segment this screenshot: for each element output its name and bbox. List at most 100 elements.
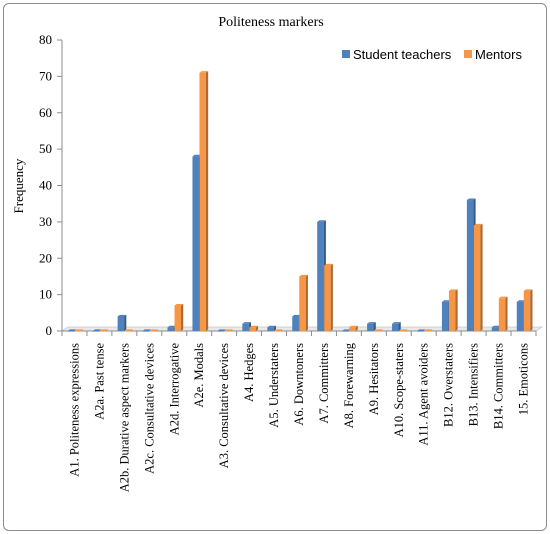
student-teachers-bar-a5-understaters-side — [273, 325, 277, 331]
legend-label-mentors: Mentors — [475, 47, 522, 62]
student-teachers-bar-a2c-consultative-devices-top — [142, 329, 152, 331]
mentors-bar-15-emoticons-top — [523, 289, 533, 291]
x-tick-label-a8-forewarning: A8. Forewarning — [342, 342, 356, 428]
student-teachers-bar-a11-agent-avoiders — [416, 331, 424, 332]
mentors-bar-b12-overstaters-top — [448, 289, 458, 291]
student-teachers-bar-a10-scope-staters-top — [392, 322, 401, 324]
y-tick-label: 80 — [39, 32, 52, 47]
x-tick-label-a4-hedges: A4. Hedges — [242, 343, 256, 402]
x-tick-label-15-emoticons: 15. Emoticons — [517, 343, 531, 415]
y-tick-label: 30 — [39, 214, 52, 229]
student-teachers-bar-a3-consultative-devices — [217, 331, 224, 332]
mentors-bar-a4-hedges-side — [255, 325, 259, 331]
mentors-bar-b13-intensifiers-top — [473, 223, 483, 226]
mentors-bar-a10-scope-staters — [399, 331, 406, 332]
student-teachers-bar-a7-committers-top — [317, 220, 326, 222]
student-teachers-bar-a10-scope-staters — [392, 323, 399, 331]
student-teachers-bar-a2b-durative-aspect-markers-top — [117, 314, 127, 317]
student-teachers-bar-b14-committers-top — [491, 325, 501, 328]
student-teachers-bar-a1-politeness-expressions-top — [67, 329, 77, 331]
mentors-bar-a2c-consultative-devices-top — [149, 329, 159, 331]
student-teachers-bar-a6-downtoners-top — [292, 314, 301, 317]
mentors-bar-a2d-interrogative — [174, 305, 182, 331]
mentors-bar-a5-understaters — [274, 331, 281, 332]
mentors-bar-a2d-interrogative-top — [174, 303, 184, 306]
student-teachers-bar-a5-understaters — [267, 327, 274, 331]
student-teachers-bar-b12-overstaters — [441, 301, 449, 331]
x-tick-label-b14-committers: B14. Committers — [492, 343, 506, 429]
y-tick-label: 40 — [39, 178, 52, 193]
x-tick-label-a1-politeness-expressions: A1. Politeness expressions — [67, 343, 81, 477]
mentors-bar-b14-committers — [498, 298, 506, 331]
mentors-bar-a9-hesitators-top — [374, 329, 383, 331]
student-teachers-bar-a2e-modals-top — [192, 154, 202, 157]
x-tick-label-a6-downtoners: A6. Downtoners — [292, 343, 306, 426]
student-teachers-bar-b13-intensifiers-top — [466, 198, 476, 201]
student-teachers-bar-b12-overstaters-top — [441, 300, 451, 302]
mentors-bar-a6-downtoners-top — [299, 274, 308, 277]
mentors-bar-b14-committers-top — [498, 296, 508, 299]
student-teachers-bar-a3-consultative-devices-top — [217, 329, 227, 331]
mentors-bar-a2c-consultative-devices — [149, 331, 157, 332]
mentors-bar-a11-agent-avoiders-top — [423, 329, 433, 331]
mentors-bar-a8-forewarning-top — [349, 325, 358, 328]
student-teachers-bar-a2e-modals — [192, 156, 199, 331]
mentors-bar-a10-scope-staters-top — [399, 329, 408, 331]
mentors-bar-a2d-interrogative-side — [181, 303, 184, 331]
student-teachers-bar-a9-hesitators-side — [373, 322, 376, 331]
x-tick-label-a11-agent-avoiders: A11. Agent avoiders — [417, 343, 431, 446]
x-tick-label-a3-consultative-devices: A3. Consultative devices — [217, 343, 231, 468]
student-teachers-bar-b13-intensifiers — [466, 200, 474, 331]
mentors-bar-a2e-modals — [199, 72, 206, 332]
mentors-bar-a7-committers-top — [324, 263, 333, 266]
student-teachers-bar-a2b-durative-aspect-markers-side — [124, 314, 127, 331]
y-tick-label: 50 — [39, 141, 52, 156]
student-teachers-bar-a9-hesitators — [367, 323, 374, 331]
mentors-bar-a8-forewarning-side — [355, 325, 358, 331]
mentors-bar-b14-committers-side — [505, 296, 508, 331]
x-tick-label-b13-intensifiers: B13. Intensifiers — [467, 343, 481, 426]
mentors-bar-b13-intensifiers — [473, 225, 481, 331]
mentors-bar-a2a-past-tense — [99, 331, 107, 332]
x-tick-label-a10-scope-staters: A10. Scope-staters — [392, 343, 406, 438]
mentors-bar-a7-committers — [324, 265, 331, 331]
student-teachers-bar-a10-scope-staters-side — [398, 322, 401, 331]
student-teachers-bar-a7-committers — [317, 221, 324, 331]
mentors-bar-a6-downtoners — [299, 276, 306, 331]
y-tick-label: 10 — [39, 287, 52, 302]
x-tick-label-a2e-modals: A2e. Modals — [192, 343, 206, 408]
mentors-bar-a6-downtoners-side — [305, 274, 308, 331]
student-teachers-bar-15-emoticons — [516, 301, 524, 331]
y-tick-label: 70 — [39, 68, 52, 83]
x-tick-label-a2c-consultative-devices: A2c. Consultative devices — [142, 343, 156, 474]
mentors-bar-b12-overstaters-side — [455, 289, 458, 331]
x-tick-label-a2a-past-tense: A2a. Past tense — [92, 343, 106, 420]
student-teachers-bar-a6-downtoners — [292, 316, 299, 331]
mentors-bar-a4-hedges-top — [249, 325, 259, 328]
mentors-bar-a3-consultative-devices-top — [224, 329, 234, 331]
legend-label-student-teachers: Student teachers — [353, 47, 452, 62]
x-tick-label-a7-committers: A7. Committers — [317, 343, 331, 424]
mentors-bar-15-emoticons — [523, 290, 531, 331]
mentors-bar-a4-hedges — [249, 327, 256, 331]
y-tick-label: 0 — [46, 323, 53, 338]
x-tick-label-b12-overstaters: B12. Overstaters — [442, 343, 456, 427]
x-tick-label-a2d-interrogative: A2d. Interrogative — [167, 343, 181, 436]
legend: Student teachers Mentors — [342, 47, 522, 62]
student-teachers-bar-15-emoticons-top — [516, 300, 526, 302]
x-tick-label-a5-understaters: A5. Understaters — [267, 343, 281, 428]
y-tick-label: 20 — [39, 250, 52, 265]
mentors-bar-a5-understaters-top — [274, 329, 284, 331]
student-teachers-bar-a4-hedges-top — [242, 322, 252, 324]
legend-swatch-mentors — [464, 50, 472, 58]
student-teachers-bar-a2a-past-tense-top — [92, 329, 102, 331]
mentors-bar-a1-politeness-expressions-top — [74, 329, 84, 331]
mentors-bar-a3-consultative-devices — [224, 331, 231, 332]
student-teachers-bar-a2d-interrogative — [167, 327, 175, 331]
student-teachers-bar-a2c-consultative-devices — [142, 331, 150, 332]
mentors-bar-a2b-durative-aspect-markers — [124, 331, 132, 332]
student-teachers-bar-a11-agent-avoiders-top — [416, 329, 426, 331]
student-teachers-bar-a2a-past-tense — [92, 331, 100, 332]
mentors-bar-a2a-past-tense-top — [99, 329, 109, 331]
